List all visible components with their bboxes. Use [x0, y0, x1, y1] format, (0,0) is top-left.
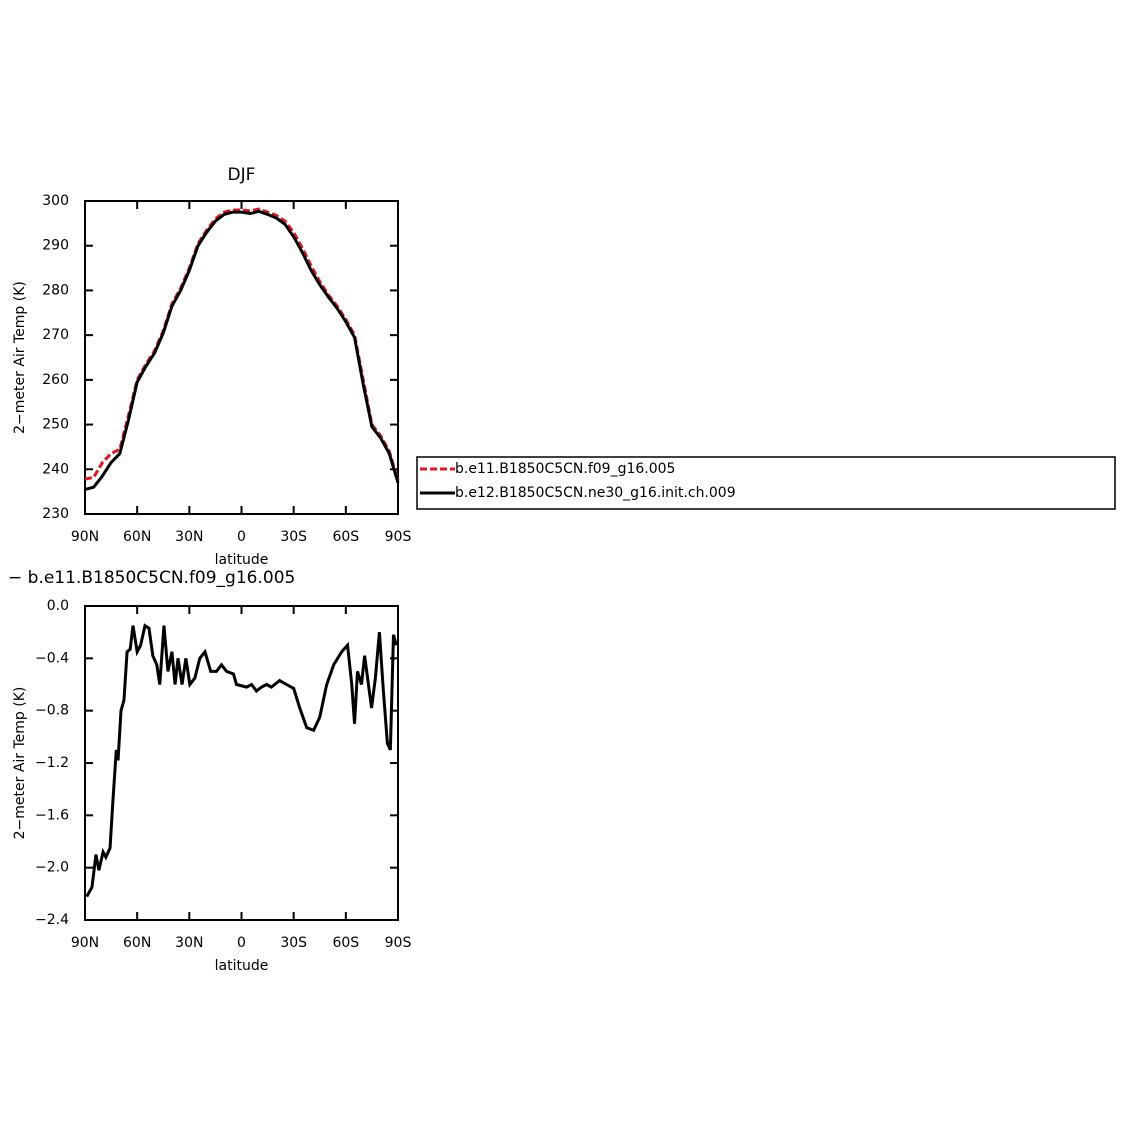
y-tick-label: −0.4	[35, 650, 69, 666]
y-tick-label: −0.8	[35, 703, 69, 719]
y-tick-label: 260	[42, 372, 69, 388]
y-tick-label: 300	[42, 193, 69, 209]
x-tick-label: 30S	[280, 935, 307, 951]
y-tick-label: −1.2	[35, 755, 69, 771]
y-tick-label: 290	[42, 238, 69, 254]
y-tick-label: −2.0	[35, 860, 69, 876]
y-axis-label: 2−meter Air Temp (K)	[12, 687, 28, 840]
y-tick-label: 250	[42, 417, 69, 433]
legend-label: b.e11.B1850C5CN.f09_g16.005	[455, 461, 675, 477]
data-line	[84, 209, 400, 491]
y-tick-label: 0.0	[47, 598, 69, 614]
y-tick-label: 240	[42, 461, 69, 477]
y-tick-label: 270	[42, 327, 69, 343]
legend-label: b.e12.B1850C5CN.ne30_g16.init.ch.009	[455, 485, 736, 501]
x-tick-label: 90N	[71, 529, 99, 545]
data-line	[85, 623, 398, 898]
chart-title: − b.e11.B1850C5CN.f09_g16.005	[8, 568, 295, 588]
y-tick-label: −2.4	[35, 912, 69, 928]
data-line	[84, 207, 400, 481]
chart-title: DJF	[228, 165, 256, 185]
x-tick-label: 30N	[175, 935, 203, 951]
y-tick-label: 280	[42, 282, 69, 298]
x-tick-label: 0	[237, 529, 246, 545]
y-axis-label: 2−meter Air Temp (K)	[12, 281, 28, 434]
x-axis-label: latitude	[215, 552, 269, 568]
x-tick-label: 30N	[175, 529, 203, 545]
x-tick-label: 60S	[332, 529, 359, 545]
y-tick-label: 230	[42, 506, 69, 522]
plot-frame	[84, 605, 399, 921]
y-tick-label: −1.6	[35, 807, 69, 823]
x-tick-label: 60N	[123, 529, 151, 545]
x-axis-label: latitude	[215, 958, 269, 974]
legend-box	[416, 456, 1116, 510]
x-tick-label: 60S	[332, 935, 359, 951]
x-tick-label: 60N	[123, 935, 151, 951]
x-tick-label: 0	[237, 935, 246, 951]
x-tick-label: 30S	[280, 529, 307, 545]
plot-frame	[84, 200, 399, 515]
x-tick-label: 90S	[385, 529, 412, 545]
x-tick-label: 90N	[71, 935, 99, 951]
x-tick-label: 90S	[385, 935, 412, 951]
